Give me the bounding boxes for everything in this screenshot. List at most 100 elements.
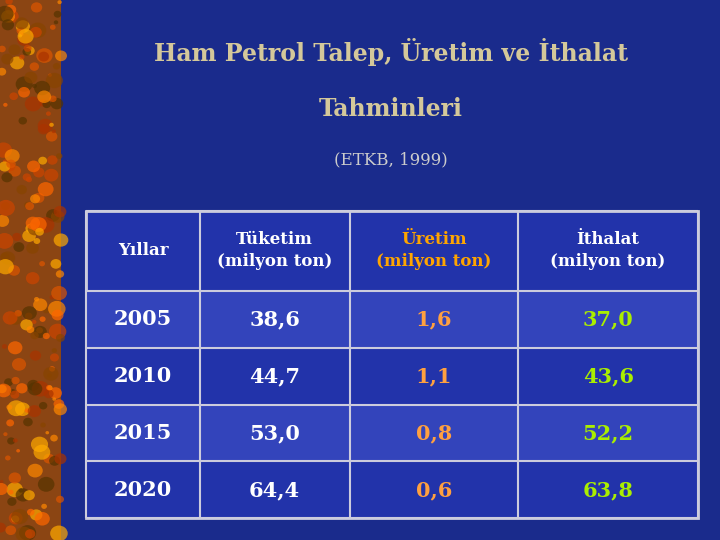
- Ellipse shape: [6, 482, 23, 497]
- Ellipse shape: [52, 309, 63, 320]
- Ellipse shape: [30, 63, 39, 71]
- Ellipse shape: [7, 497, 17, 506]
- Ellipse shape: [52, 348, 57, 353]
- Ellipse shape: [4, 149, 19, 163]
- Ellipse shape: [28, 222, 42, 235]
- Ellipse shape: [38, 52, 49, 62]
- Ellipse shape: [49, 96, 57, 102]
- Ellipse shape: [46, 111, 51, 116]
- Ellipse shape: [0, 480, 4, 483]
- Ellipse shape: [53, 397, 56, 401]
- Ellipse shape: [33, 326, 47, 338]
- Text: 37,0: 37,0: [582, 309, 634, 329]
- Ellipse shape: [26, 272, 40, 284]
- Ellipse shape: [50, 295, 55, 300]
- Ellipse shape: [1, 172, 12, 183]
- Ellipse shape: [0, 259, 14, 274]
- Ellipse shape: [27, 464, 42, 477]
- Ellipse shape: [56, 334, 65, 342]
- Text: 52,2: 52,2: [582, 423, 634, 443]
- Ellipse shape: [22, 306, 37, 320]
- Ellipse shape: [6, 163, 15, 171]
- Text: Tüketim
(milyon ton): Tüketim (milyon ton): [217, 231, 332, 270]
- Ellipse shape: [34, 81, 50, 95]
- Ellipse shape: [17, 27, 24, 35]
- Ellipse shape: [1, 53, 14, 65]
- Ellipse shape: [19, 32, 24, 36]
- Ellipse shape: [43, 307, 50, 313]
- Ellipse shape: [0, 6, 14, 22]
- Ellipse shape: [50, 259, 61, 269]
- Ellipse shape: [32, 84, 37, 88]
- Ellipse shape: [4, 10, 19, 23]
- Ellipse shape: [46, 385, 53, 390]
- Text: 2005: 2005: [114, 309, 172, 329]
- Ellipse shape: [49, 366, 55, 372]
- Ellipse shape: [0, 200, 15, 216]
- Ellipse shape: [20, 319, 33, 330]
- Ellipse shape: [50, 435, 58, 442]
- Bar: [0, 0, 61, 540]
- Ellipse shape: [49, 456, 60, 466]
- Ellipse shape: [47, 156, 58, 165]
- Ellipse shape: [30, 509, 42, 521]
- Ellipse shape: [8, 490, 14, 495]
- Ellipse shape: [46, 209, 60, 221]
- Ellipse shape: [49, 123, 54, 127]
- Ellipse shape: [3, 159, 7, 164]
- Ellipse shape: [47, 373, 52, 378]
- Ellipse shape: [19, 525, 36, 540]
- Ellipse shape: [24, 72, 37, 83]
- Ellipse shape: [22, 48, 31, 56]
- Ellipse shape: [7, 437, 15, 444]
- Ellipse shape: [5, 5, 17, 15]
- Text: Üretim
(milyon ton): Üretim (milyon ton): [376, 231, 491, 270]
- Ellipse shape: [0, 161, 10, 172]
- Ellipse shape: [52, 129, 56, 133]
- Ellipse shape: [53, 399, 64, 409]
- Ellipse shape: [27, 326, 35, 333]
- Ellipse shape: [49, 387, 62, 399]
- Ellipse shape: [27, 380, 40, 391]
- Ellipse shape: [46, 131, 58, 141]
- Ellipse shape: [40, 422, 46, 428]
- Ellipse shape: [37, 119, 53, 133]
- Ellipse shape: [9, 512, 22, 524]
- Ellipse shape: [16, 488, 30, 502]
- Ellipse shape: [54, 21, 58, 24]
- Ellipse shape: [19, 488, 24, 492]
- Ellipse shape: [17, 33, 31, 46]
- Ellipse shape: [26, 217, 40, 230]
- Ellipse shape: [4, 378, 13, 386]
- Ellipse shape: [12, 516, 19, 523]
- Ellipse shape: [54, 11, 61, 18]
- Ellipse shape: [32, 320, 37, 324]
- Ellipse shape: [30, 194, 40, 204]
- Ellipse shape: [9, 472, 21, 483]
- Ellipse shape: [50, 25, 55, 30]
- Ellipse shape: [42, 100, 51, 108]
- Text: (ETKB, 1999): (ETKB, 1999): [334, 151, 447, 168]
- Ellipse shape: [19, 34, 22, 37]
- Ellipse shape: [10, 57, 24, 69]
- Ellipse shape: [2, 344, 7, 349]
- Text: 0,8: 0,8: [415, 423, 452, 443]
- Ellipse shape: [0, 383, 12, 397]
- Ellipse shape: [17, 449, 20, 453]
- Ellipse shape: [30, 332, 39, 339]
- Ellipse shape: [37, 91, 51, 103]
- Ellipse shape: [25, 313, 32, 319]
- Ellipse shape: [17, 29, 34, 44]
- Ellipse shape: [1, 252, 15, 265]
- Ellipse shape: [37, 217, 55, 233]
- Ellipse shape: [23, 418, 32, 427]
- Text: 0,6: 0,6: [415, 480, 452, 500]
- Ellipse shape: [0, 143, 12, 158]
- Text: 2020: 2020: [114, 480, 172, 500]
- Ellipse shape: [25, 529, 35, 538]
- Ellipse shape: [41, 504, 47, 509]
- Ellipse shape: [34, 297, 39, 301]
- Text: 43,6: 43,6: [582, 366, 634, 386]
- Ellipse shape: [8, 265, 20, 276]
- Ellipse shape: [30, 350, 41, 361]
